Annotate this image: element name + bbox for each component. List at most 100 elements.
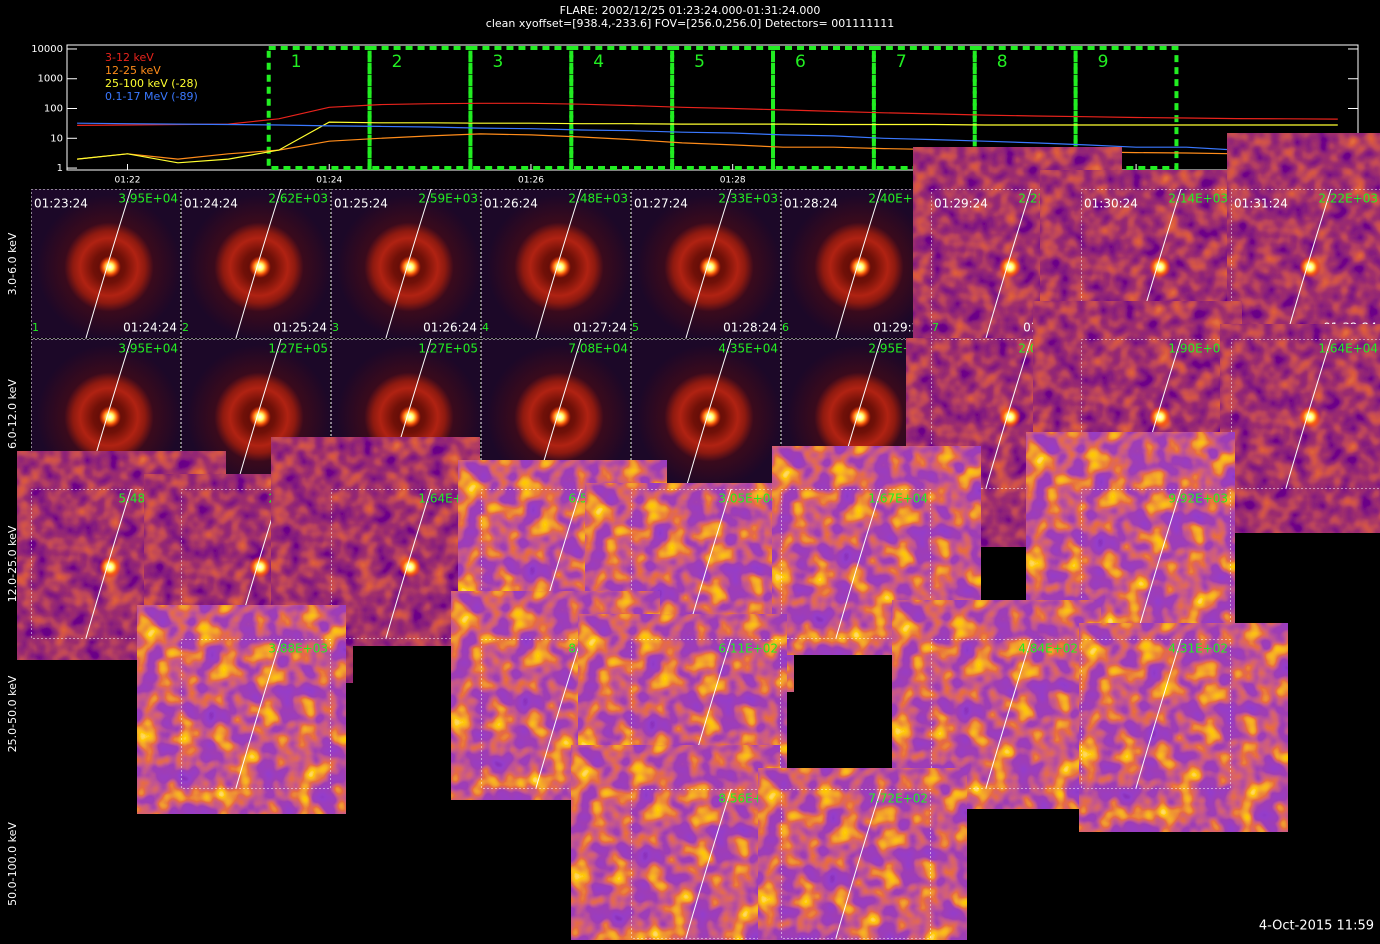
bright-source [99,556,121,578]
interval-label: 1 [291,52,302,72]
bright-source [1299,256,1321,278]
peak-label: 1.27E+05 [418,342,478,356]
panel-image [137,605,346,814]
interval-index: 7 [932,321,939,334]
bright-source [249,406,271,428]
end-time: 01:24:24 [123,321,177,335]
bright-source [999,256,1021,278]
bright-source [1149,406,1171,428]
bright-source [399,556,421,578]
image-panel: 2.33E+03 01:27:24 01:28:24 5 [631,189,781,339]
peak-label: 2.48E+03 [568,192,628,206]
interval-box [773,48,874,168]
x-tick-label: 01:26 [518,176,544,186]
interval-index: 5 [632,321,639,334]
bright-source [849,256,871,278]
peak-label: 7.72E+02 [868,792,928,806]
start-time: 01:31:24 [1234,197,1288,211]
start-time: 01:24:24 [184,197,238,211]
row-label: 25.0-50.0 keV [6,675,19,752]
row-label: 6.0-12.0 keV [6,379,19,449]
x-tick-label: 01:24 [316,176,342,186]
peak-label: 2.22E+03 [1318,192,1378,206]
start-time: 01:26:24 [484,197,538,211]
peak-label: 3.88E+03 [268,642,328,656]
interval-index: 6 [782,321,789,334]
end-time: 01:27:24 [573,321,627,335]
peak-label: 1.67E+04 [868,492,928,506]
interval-box [470,48,571,168]
x-tick-label: 01:22 [115,176,141,186]
legend-entry: 0.1-17 MeV (-89) [105,90,198,103]
bright-source [849,406,871,428]
interval-label: 9 [1098,52,1109,72]
interval-box [571,48,672,168]
peak-label: 2.62E+03 [268,192,328,206]
title: FLARE: 2002/12/25 01:23:24.000-01:31:24.… [560,4,821,17]
start-time: 01:27:24 [634,197,688,211]
peak-label: 2.33E+03 [718,192,778,206]
bright-source [399,406,421,428]
image-panel: 7.72E+02 [758,768,967,940]
interval-index: 2 [182,321,189,334]
interval-label: 2 [392,52,403,72]
peak-label: 3.05E+04 [718,492,778,506]
peak-label: 9.92E+03 [1168,492,1228,506]
interval-index: 1 [32,321,39,334]
peak-label: 1.27E+05 [268,342,328,356]
peak-label: 3.95E+04 [118,342,178,356]
peak-label: 4.31E+02 [1168,642,1228,656]
peak-label: 4.35E+04 [718,342,778,356]
series-line [77,123,1338,154]
y-tick-label: 1 [57,163,63,174]
end-time: 01:28:24 [723,321,777,335]
y-tick-label: 10 [50,133,63,144]
legend-entry: 3-12 keV [105,51,154,64]
interval-box [370,48,471,168]
image-panel: 2.48E+03 01:26:24 01:27:24 4 [481,189,631,339]
panel-image [1227,133,1380,342]
interval-label: 7 [896,52,907,72]
bright-source [249,556,271,578]
bright-source [549,256,571,278]
series-line [77,103,1338,125]
image-panel: 4.31E+02 [1079,623,1288,832]
footer: 4-Oct-2015 11:59 [1259,919,1374,934]
bright-source [1299,406,1321,428]
bright-source [699,256,721,278]
bright-source [549,406,571,428]
x-tick-label: 01:28 [720,176,746,186]
subtitle: clean xyoffset=[938.4,-233.6] FOV=[256.0… [486,17,894,30]
series-line [77,122,1338,163]
peak-label: 3.95E+04 [118,192,178,206]
row-label: 3.0-6.0 keV [6,232,19,295]
bright-source [99,406,121,428]
bright-source [999,406,1021,428]
row-label: 50.0-100.0 keV [6,822,19,906]
start-time: 01:28:24 [784,197,838,211]
y-tick-label: 100 [44,104,63,115]
end-time: 01:25:24 [273,321,327,335]
series-line [77,134,1338,159]
interval-label: 4 [593,52,604,72]
y-tick-label: 10000 [31,44,63,55]
image-panel: 2.62E+03 01:24:24 01:25:24 2 [181,189,331,339]
image-panel: 8.56E+02 [571,745,781,940]
interval-label: 8 [997,52,1008,72]
start-time: 01:29:24 [934,197,988,211]
bright-source [399,256,421,278]
interval-index: 4 [482,321,489,334]
peak-label: 2.14E+03 [1168,192,1228,206]
bright-source [1149,256,1171,278]
peak-label: 6.11E+02 [718,642,778,656]
image-panel: 3.88E+03 [137,605,346,814]
panel-image [571,745,780,940]
peak-label: 7.08E+04 [568,342,628,356]
interval-label: 5 [694,52,705,72]
